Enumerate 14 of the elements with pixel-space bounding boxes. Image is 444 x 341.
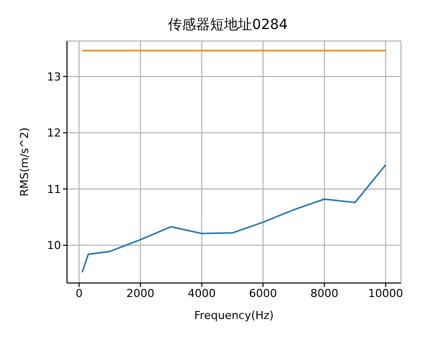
- x-tick-label: 4000: [188, 286, 216, 300]
- x-tick-label: 6000: [249, 286, 278, 300]
- line-series: [81, 164, 386, 274]
- y-tick-label: 11: [47, 182, 61, 196]
- y-axis-title: RMS(m/s^2): [18, 127, 31, 197]
- y-tick-label: 13: [47, 70, 61, 84]
- x-axis-title: Frequency(Hz): [194, 309, 274, 322]
- y-tick-label: 10: [47, 239, 61, 252]
- x-tick-label: 10000: [368, 286, 404, 300]
- y-tick-label: 12: [47, 126, 61, 140]
- x-tick-label: 2000: [126, 286, 154, 300]
- x-tick-label: 8000: [310, 286, 338, 300]
- chart-title: 传感器短地址0284: [167, 16, 289, 34]
- x-tick-label: 0: [76, 286, 83, 300]
